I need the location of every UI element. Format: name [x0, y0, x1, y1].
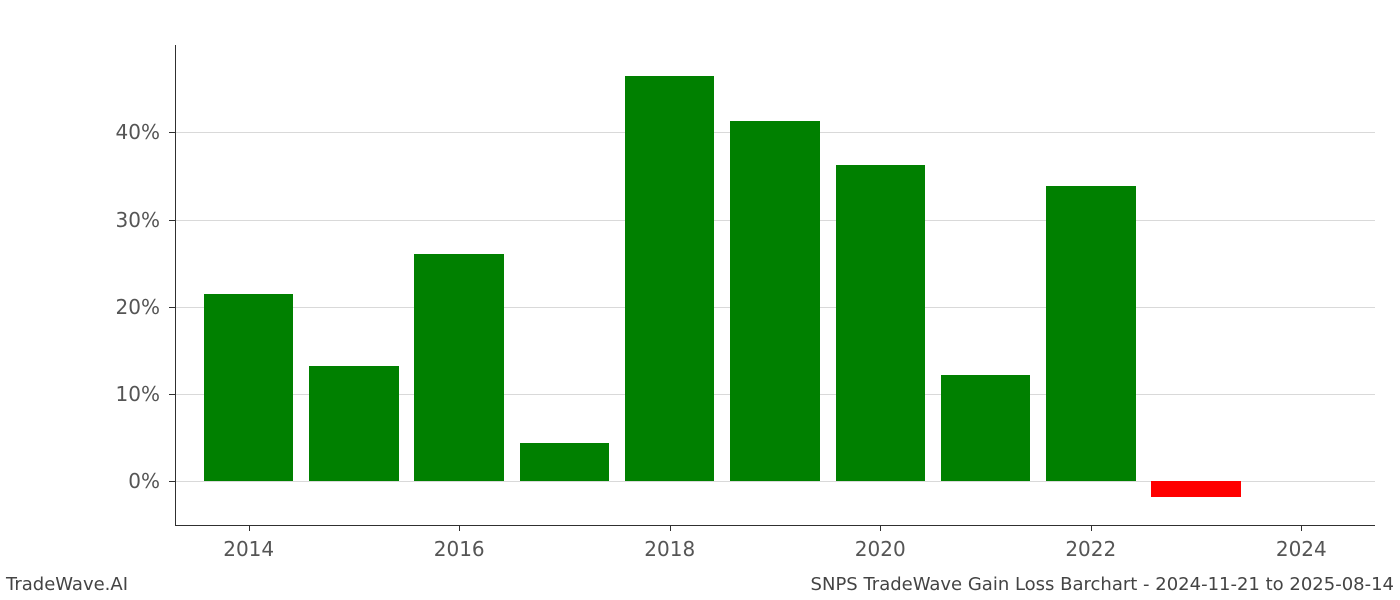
bar — [625, 76, 714, 482]
x-tick-label: 2020 — [855, 537, 906, 561]
watermark-left: TradeWave.AI — [6, 574, 128, 595]
y-tick-label: 10% — [95, 382, 160, 406]
plot-area: 0%10%20%30%40%201420162018202020222024 — [175, 45, 1375, 525]
chart-container: 0%10%20%30%40%201420162018202020222024 T… — [0, 0, 1400, 600]
bar — [414, 254, 503, 481]
y-tick-label: 20% — [95, 295, 160, 319]
bar — [1046, 186, 1135, 481]
bar — [520, 443, 609, 481]
y-tick-label: 40% — [95, 120, 160, 144]
spine-bottom — [175, 525, 1375, 526]
x-tick-label: 2016 — [434, 537, 485, 561]
bar — [204, 294, 293, 482]
x-tick-label: 2022 — [1065, 537, 1116, 561]
spine-left — [175, 45, 176, 525]
y-tick-label: 0% — [95, 469, 160, 493]
x-tick-label: 2018 — [644, 537, 695, 561]
bar — [836, 165, 925, 482]
bar — [941, 375, 1030, 481]
bar — [309, 366, 398, 481]
caption-right: SNPS TradeWave Gain Loss Barchart - 2024… — [811, 574, 1394, 595]
bar — [730, 121, 819, 481]
x-tick-label: 2024 — [1276, 537, 1327, 561]
y-tick-label: 30% — [95, 208, 160, 232]
bar — [1151, 481, 1240, 497]
x-tick-label: 2014 — [223, 537, 274, 561]
